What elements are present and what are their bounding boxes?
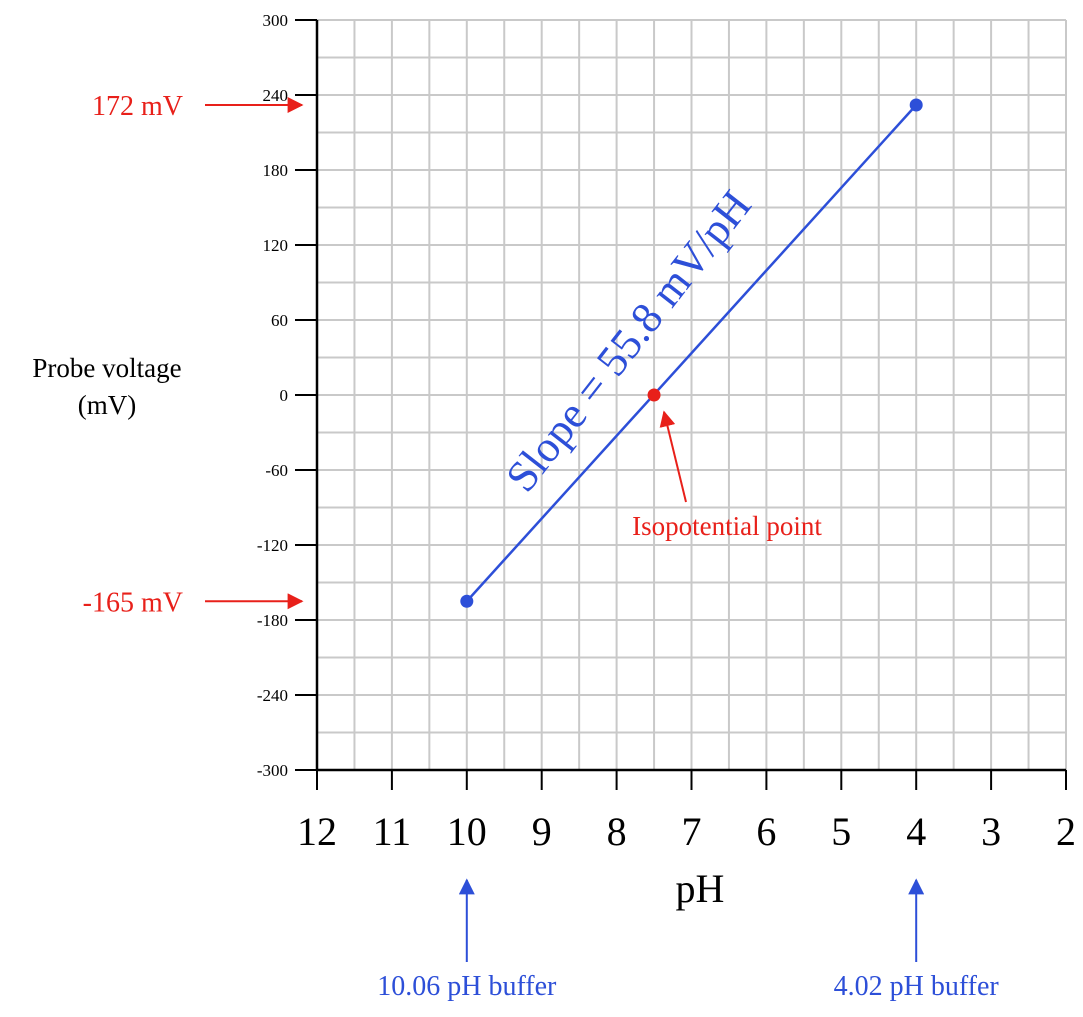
y-axis-title-line2: (mV) <box>78 390 136 420</box>
x-tick-label: 8 <box>607 809 627 854</box>
isopotential-arrow <box>659 410 687 503</box>
isopotential-label: Isopotential point <box>632 511 822 541</box>
data-point <box>909 98 923 112</box>
x-tick-label: 2 <box>1056 809 1076 854</box>
x-marker-label: 4.02 pH buffer <box>834 971 1000 1002</box>
annotation-markers: 172 mV -165 mV 10.06 pH buffer 4.02 pH buff… <box>83 91 1000 1002</box>
y-marker-label: 172 mV <box>92 91 183 122</box>
grid <box>316 19 1067 771</box>
x-tick-label: 3 <box>981 809 1001 854</box>
y-tick-label: 0 <box>280 386 289 405</box>
x-tick-label: 10 <box>447 809 487 854</box>
y-tick-label: -180 <box>257 611 288 630</box>
x-marker-label: 10.06 pH buffer <box>377 971 557 1002</box>
series <box>460 98 923 608</box>
x-axis-title: pH <box>676 866 725 911</box>
data-point <box>460 594 474 608</box>
y-tick-label: -240 <box>257 686 288 705</box>
x-tick-label: 12 <box>297 809 337 854</box>
y-tick-labels: 300 240 180 120 60 0 -60 -120 -180 -240 -300 <box>257 11 288 780</box>
y-tick-label: -300 <box>257 761 288 780</box>
x-tick-label: 7 <box>682 809 702 854</box>
axes <box>295 19 1067 790</box>
y-tick-label: 300 <box>263 11 289 30</box>
x-tick-label: 9 <box>532 809 552 854</box>
isopotential-point <box>647 388 661 402</box>
y-tick-label: 240 <box>263 86 289 105</box>
y-marker-label: -165 mV <box>83 587 183 618</box>
y-axis-title-line1: Probe voltage <box>32 353 181 383</box>
y-tick-label: 60 <box>271 311 288 330</box>
series-line <box>465 104 918 603</box>
x-tick-labels: 12 11 10 9 8 7 6 5 4 3 2 <box>297 809 1076 854</box>
y-tick-label: 120 <box>263 236 289 255</box>
y-tick-label: 180 <box>263 161 289 180</box>
x-tick-label: 11 <box>373 809 412 854</box>
x-tick-label: 5 <box>831 809 851 854</box>
y-tick-label: -120 <box>257 536 288 555</box>
slope-label: Slope = 55.8 mV/pH <box>496 181 761 500</box>
x-tick-label: 6 <box>756 809 776 854</box>
x-tick-label: 4 <box>906 809 926 854</box>
y-tick-label: -60 <box>265 461 288 480</box>
